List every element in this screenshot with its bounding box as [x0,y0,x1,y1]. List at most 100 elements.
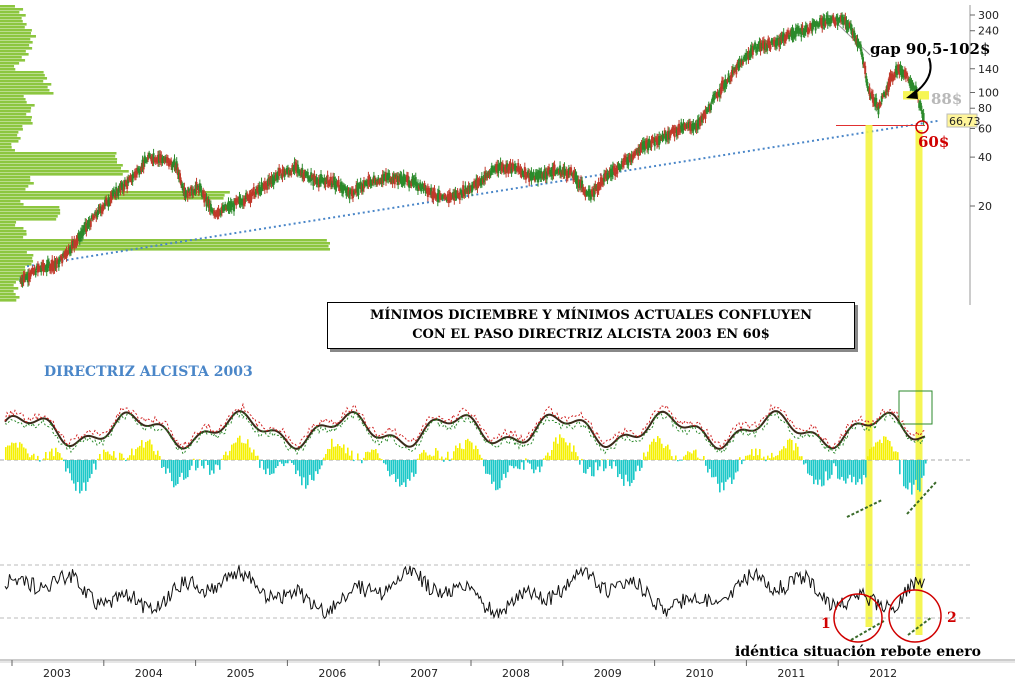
price-candle-body [358,183,361,187]
price-candle-body [550,170,553,177]
osc1-hist-bar [875,442,877,460]
price-candle-body [39,267,42,271]
price-candle-body [780,34,783,42]
volume-profile-bar [0,74,45,77]
price-candle-body [241,198,244,206]
price-tick-label: 60 [978,123,992,136]
volume-profile-bar [0,212,61,215]
osc1-hist-bar [733,460,735,480]
price-candle-body [729,75,732,82]
price-candle-body [607,173,610,178]
price-candle-body [51,259,54,269]
price-candle-body [86,222,89,229]
price-candle-body [268,177,271,186]
price-candle-body [906,72,909,77]
price-candle-body [90,215,93,220]
osc1-hist-bar [9,445,11,460]
price-candle-body [445,198,448,202]
osc1-hist-bar [811,460,813,476]
osc1-hist-bar [831,460,833,475]
price-candle-body [828,18,831,25]
price-candle-body [255,188,258,195]
price-candle-body [76,236,79,243]
osc1-hist-bar [471,442,473,460]
volume-profile-bar [0,173,123,176]
price-candle-body [842,17,845,25]
osc1-hist-bar [559,434,561,460]
osc1-hist-bar [817,460,819,485]
price-candle-body [592,189,595,197]
price-candle-body [94,211,97,215]
price-candle-body [757,43,760,49]
price-candle-body [522,172,525,178]
osc1-hist-bar [389,460,391,477]
price-candle-body [413,177,416,185]
price-candle-body [640,143,643,150]
price-candle-body [790,30,793,38]
price-candle-body [631,154,634,161]
price-candle-body [242,198,245,206]
price-candle-body [172,162,175,166]
price-candle-body [889,73,892,83]
price-candle-body [698,120,701,127]
osc1-hist-bar [735,460,737,473]
price-candle-body [345,189,348,196]
osc1-hist-bar [889,441,891,460]
price-candle-body [34,270,37,276]
osc1-hist-bar [465,439,467,460]
volume-profile-bar [0,17,22,20]
price-candle-body [727,73,730,80]
osc2-line [4,565,925,620]
osc1-hist-bar [265,460,267,475]
price-candle-body [380,177,383,184]
price-candle-body [785,32,788,38]
osc1-hist-bar [821,460,823,487]
osc1-hist-bar [411,460,413,473]
osc1-hist-bar [521,460,523,463]
osc1-hist-bar [577,456,579,460]
price-candle-body [617,163,620,168]
price-candle-body [531,174,534,179]
price-candle-body [857,41,860,46]
osc1-hist-bar [671,456,673,460]
price-candle-body [741,61,744,65]
price-candle-body [338,186,341,191]
price-candle-body [819,17,822,24]
osc1-hist-bar [551,450,553,460]
price-candle-body [651,136,654,142]
price-candle-body [28,272,31,282]
price-candle-body [176,167,179,176]
price-candle-body [800,28,803,38]
price-candle-body [403,177,406,185]
osc1-hist-bar [483,460,485,467]
price-candle-body [364,181,367,186]
price-candle-body [746,53,749,58]
price-candle-body [791,29,794,39]
price-candle-body [128,176,131,181]
price-candle-body [903,69,906,77]
osc1-hist-bar [367,451,369,460]
price-candle-body [636,149,639,154]
price-candle-body [359,181,362,190]
price-candle-body [485,172,488,179]
price-candle-body [149,154,152,158]
osc1-hist-bar [333,446,335,460]
price-candle-body [144,158,147,162]
osc1-hist-bar [439,458,441,460]
osc1-hist-bar [687,451,689,460]
price-candle-body [55,260,58,269]
price-candle-body [692,123,695,132]
osc1-hist-bar [371,449,373,460]
price-candle-body [411,176,414,184]
price-candle-body [53,260,56,270]
price-candle-body [367,176,370,185]
volume-profile-bar [0,38,31,41]
volume-profile-bar [0,269,26,272]
price-candle-body [256,187,259,192]
price-candle-body [184,191,187,199]
price-candle-body [787,30,790,37]
price-candle-body [169,160,172,164]
price-candle-body [275,174,278,181]
price-candle-body [125,181,128,185]
price-candle-body [479,180,482,186]
